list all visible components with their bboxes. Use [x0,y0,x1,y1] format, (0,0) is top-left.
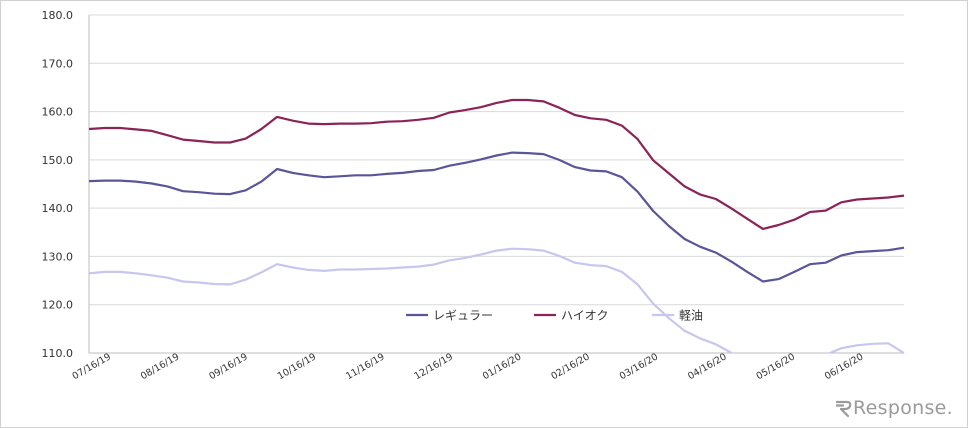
gridlines [89,14,904,354]
x-tick-label: 08/16/19 [139,351,181,382]
x-tick-label: 01/16/20 [481,351,523,382]
y-tick-label: 140.0 [42,202,74,215]
y-tick-label: 180.0 [42,9,74,22]
x-tick-label: 12/16/19 [413,351,455,382]
x-tick-label: 07/16/19 [71,351,113,382]
y-tick-label: 160.0 [42,106,74,119]
series-line-3 [89,247,905,353]
x-axis: 07/16/19 08/16/19 09/16/19 10/16/19 11/16/19… [71,351,866,382]
watermark-brand: Response [853,397,947,419]
x-tick-label: 05/16/20 [755,351,797,382]
legend: レギュラー ハイオク 軽油 [406,309,703,323]
x-tick-label: 10/16/19 [276,351,318,382]
response-logo-icon [836,400,852,418]
legend-label: ハイオク [561,309,609,323]
y-tick-label: 110.0 [42,347,74,360]
x-tick-label: 11/16/19 [344,351,386,382]
series-line-2 [89,98,905,230]
legend-label: レギュラー [433,309,493,323]
y-tick-label: 150.0 [42,154,74,167]
y-axis: 110.0 120.0 130.0 140.0 150.0 160.0 170.0 180.0 [42,9,90,360]
x-tick-label: 04/16/20 [686,351,728,382]
y-tick-label: 170.0 [42,57,74,70]
legend-label: 軽油 [679,309,703,323]
y-tick-label: 120.0 [42,299,74,312]
x-tick-label: 03/16/20 [618,351,660,382]
series-lines [89,98,905,353]
watermark: Response. [836,395,953,421]
watermark-suffix: . [946,397,953,419]
x-tick-label: 09/16/19 [207,351,249,382]
x-tick-label: 02/16/20 [549,351,591,382]
y-tick-label: 130.0 [42,250,74,263]
x-tick-label: 06/16/20 [823,351,865,382]
series-line-1 [89,151,905,283]
